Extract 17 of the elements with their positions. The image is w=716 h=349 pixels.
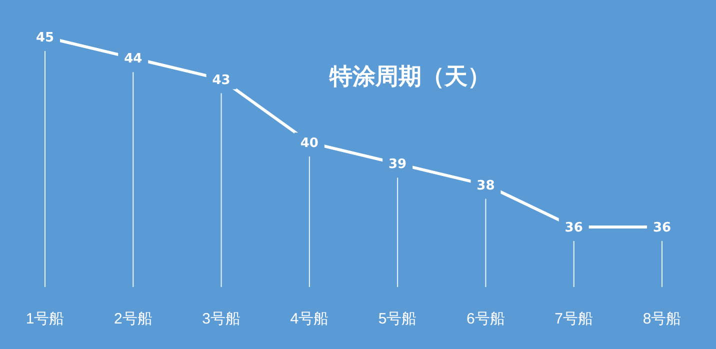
data-label: 39: [388, 157, 407, 172]
data-label: 36: [652, 220, 672, 236]
x-tick-label: 3号船: [202, 310, 240, 328]
text: 特涂周期（天）: [328, 64, 490, 90]
data-label: 45: [36, 30, 54, 46]
x-tick-label: 7号船: [554, 310, 594, 328]
x-tick-label: 4号船: [290, 310, 329, 328]
data-label: 40: [300, 136, 318, 152]
x-tick-label: 5号船: [378, 310, 417, 328]
x-tick-label: 8号船: [642, 310, 682, 328]
data-label: 43: [212, 72, 230, 88]
x-tick-label: 2号船: [114, 310, 152, 328]
x-tick-label: 1号船: [26, 310, 64, 328]
data-label: 44: [124, 52, 142, 67]
data-label: 36: [564, 220, 583, 236]
data-label: 38: [476, 178, 495, 194]
x-tick-label: 6号船: [466, 310, 505, 328]
